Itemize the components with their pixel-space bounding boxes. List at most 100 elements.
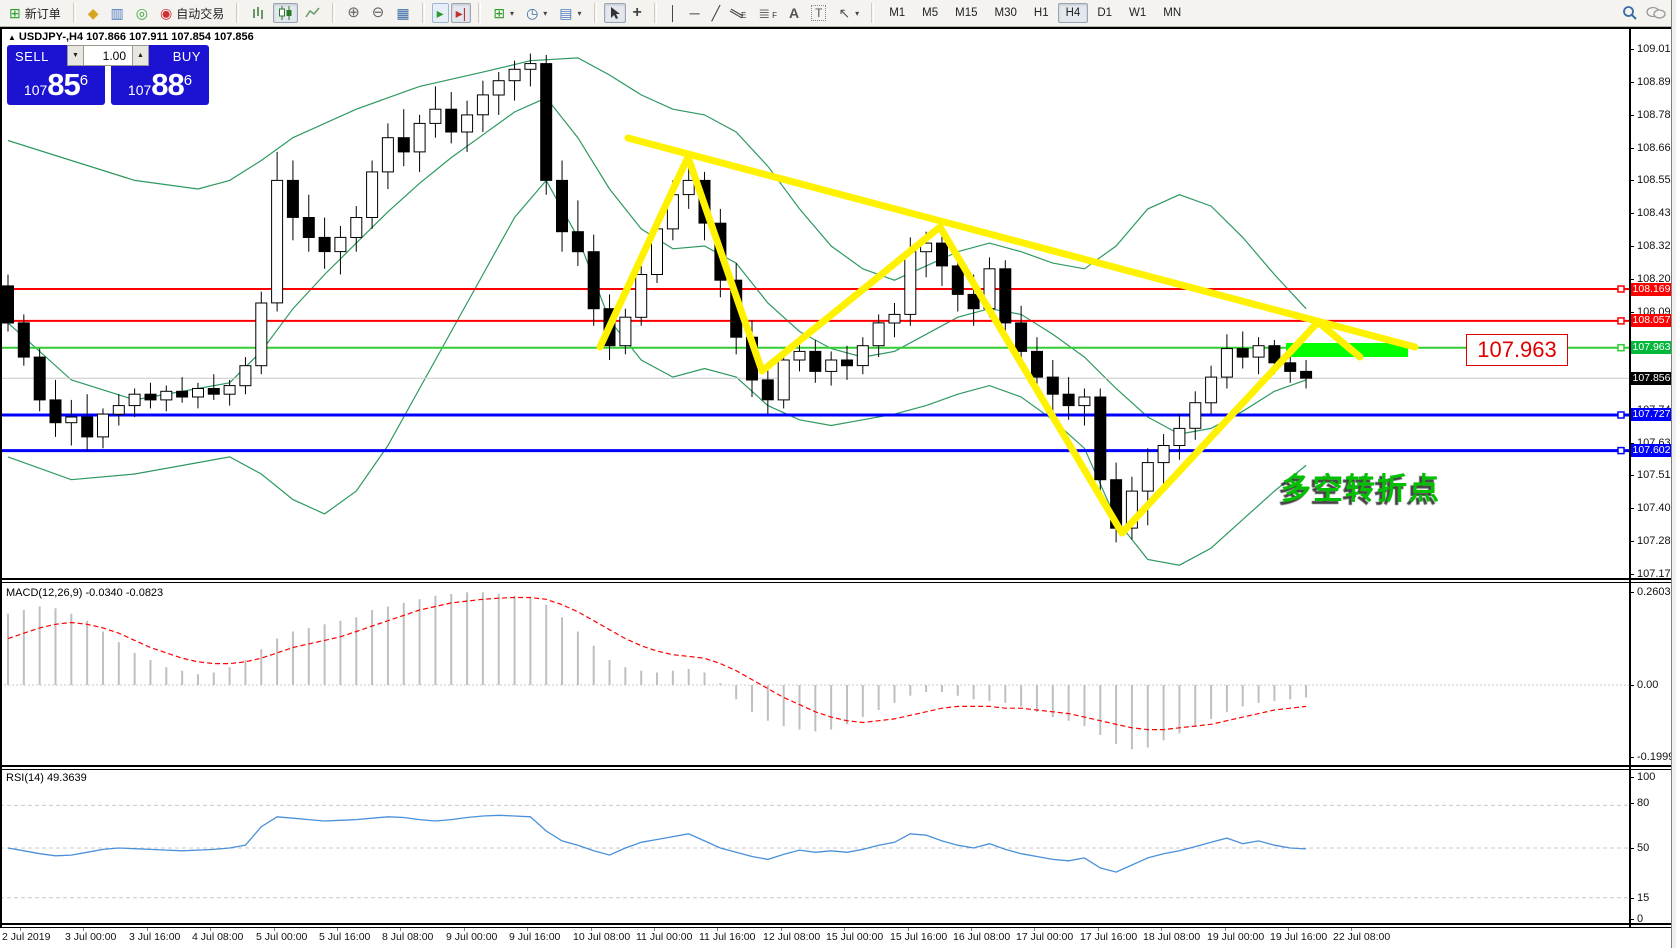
tile-windows-button[interactable]: ▦ xyxy=(391,3,414,23)
chart-shift-button[interactable]: ▸| xyxy=(450,3,472,23)
macd-canvas[interactable] xyxy=(0,583,1629,767)
volume-up-button[interactable]: ▲ xyxy=(132,45,149,66)
time-label: 4 Jul 08:00 xyxy=(192,931,244,943)
cursor-button[interactable] xyxy=(603,3,626,23)
time-tick xyxy=(1351,928,1352,931)
time-axis[interactable]: 2 Jul 2019 3 Jul 00:00 3 Jul 16:00 4 Jul 08… xyxy=(0,928,1629,948)
zoom-in-button[interactable]: ⊕ xyxy=(342,3,365,23)
time-label: 15 Jul 16:00 xyxy=(890,931,948,943)
rsi-canvas[interactable] xyxy=(0,770,1629,923)
market-watch-icon: ◆ xyxy=(87,5,99,21)
time-label: 11 Jul 00:00 xyxy=(636,931,693,943)
timeframe-button-H4[interactable]: H4 xyxy=(1057,3,1089,23)
timeframe-button-W1[interactable]: W1 xyxy=(1129,7,1147,19)
signals-button[interactable]: ◎ xyxy=(131,3,153,23)
axis-tick xyxy=(1630,475,1634,476)
price-tick-label: 107.515 xyxy=(1637,469,1676,481)
volume-down-button[interactable]: ▼ xyxy=(67,45,84,66)
separator xyxy=(593,3,597,23)
zoom-out-icon: ⊖ xyxy=(371,4,385,21)
time-tick xyxy=(654,928,655,931)
timeframe-button-M1[interactable]: M1 xyxy=(889,7,906,19)
fibonacci-icon: ≣ xyxy=(758,5,771,21)
axis-tick xyxy=(1630,848,1634,849)
separator xyxy=(332,3,336,23)
hline-tool-button[interactable]: ─ xyxy=(685,3,705,23)
periods-button[interactable]: ◷ ▾ xyxy=(521,3,552,23)
terminal-button[interactable]: ▥ xyxy=(106,3,129,23)
text-label-tool-button[interactable]: T xyxy=(806,2,831,24)
crosshair-button[interactable]: + xyxy=(628,3,647,23)
time-label: 16 Jul 08:00 xyxy=(953,931,1011,943)
macd-label: MACD(12,26,9) -0.0340 -0.0823 xyxy=(6,587,164,599)
time-label: 11 Jul 16:00 xyxy=(699,931,756,943)
sell-price: 107856 xyxy=(23,67,89,102)
price-tick-label: 107.170 xyxy=(1637,568,1676,580)
arrows-tool-button[interactable]: ↖ ▾ xyxy=(833,3,864,23)
channel-tool-button[interactable]: ∥ E xyxy=(727,3,751,23)
axis-tick xyxy=(1630,508,1634,509)
axis-tick xyxy=(1630,115,1634,116)
turning-point-annotation: 多空转折点 xyxy=(1281,473,1441,506)
axis-tick xyxy=(1630,592,1634,593)
vertical-line-icon: │ xyxy=(668,5,678,21)
axis-tick xyxy=(1630,803,1634,804)
timeframe-button-M30[interactable]: M30 xyxy=(994,7,1017,19)
price-flag-107963[interactable]: 107.963 xyxy=(1466,334,1568,366)
timeframe-button-D1[interactable]: D1 xyxy=(1097,7,1113,19)
auto-trading-button[interactable]: ◉ 自动交易 xyxy=(155,2,229,25)
auto-trading-label: 自动交易 xyxy=(176,6,225,21)
main-chart-canvas[interactable] xyxy=(0,28,1629,578)
timeframe-button-H1[interactable]: H1 xyxy=(1033,7,1049,19)
axis-tick xyxy=(1630,685,1634,686)
vline-tool-button[interactable]: │ xyxy=(664,3,683,23)
time-tick xyxy=(147,928,148,931)
time-tick xyxy=(591,928,592,931)
indicators-icon: ⊞ xyxy=(493,5,506,21)
price-axis[interactable]: 109.010 108.895 108.780 108.665 108.550 108.4… xyxy=(1630,28,1676,927)
buy-price: 107886 xyxy=(127,67,193,102)
rsi-tick-label: 100 xyxy=(1637,771,1656,783)
separator xyxy=(236,3,240,23)
price-badge: 107.727 xyxy=(1631,408,1672,421)
separator xyxy=(871,3,875,23)
auto-trading-icon: ◉ xyxy=(159,5,173,21)
chart-line-button[interactable] xyxy=(300,3,325,23)
separator xyxy=(653,3,657,23)
axis-tick xyxy=(1630,246,1634,247)
search-icon[interactable] xyxy=(1622,5,1638,21)
templates-button[interactable]: ▤ ▾ xyxy=(554,3,586,23)
axis-tick xyxy=(1630,279,1634,280)
chart-candles-button[interactable] xyxy=(273,3,299,23)
sell-label: SELL xyxy=(15,49,49,64)
price-badge: 107.602 xyxy=(1631,444,1672,457)
chat-icon[interactable] xyxy=(1646,6,1666,21)
volume-stepper: ▼ ▲ xyxy=(67,45,149,66)
zoom-out-button[interactable]: ⊖ xyxy=(367,3,390,23)
time-tick xyxy=(717,928,718,931)
text-tool-button[interactable]: A xyxy=(784,3,804,23)
timeframe-button-M15[interactable]: M15 xyxy=(955,7,978,19)
collapse-triangle-icon[interactable]: ▲ xyxy=(8,33,16,42)
time-tick xyxy=(337,928,338,931)
macd-tick-label: 0.00 xyxy=(1637,679,1659,691)
market-watch-button[interactable]: ◆ xyxy=(83,3,104,23)
channel-label: E xyxy=(741,11,747,20)
volume-input[interactable] xyxy=(84,45,132,66)
timeframe-button-M5[interactable]: M5 xyxy=(922,7,939,19)
panel-separator xyxy=(0,926,1672,928)
chart-bars-button[interactable] xyxy=(246,3,271,23)
new-order-button[interactable]: ⊞ 新订单 xyxy=(4,2,66,25)
axis-tick xyxy=(1630,898,1634,899)
rsi-tick-label: 15 xyxy=(1637,892,1650,904)
separator xyxy=(72,3,76,23)
time-tick xyxy=(908,928,909,931)
auto-scroll-button[interactable]: ▸ xyxy=(431,3,449,23)
trendline-tool-button[interactable]: ╱ xyxy=(707,3,725,23)
indicators-button[interactable]: ⊞ ▾ xyxy=(488,3,519,23)
timeframe-button-MN[interactable]: MN xyxy=(1163,7,1182,19)
fibonacci-tool-button[interactable]: ≣ F xyxy=(753,3,782,23)
panel-separator xyxy=(0,578,1672,580)
time-label: 12 Jul 08:00 xyxy=(763,931,821,943)
